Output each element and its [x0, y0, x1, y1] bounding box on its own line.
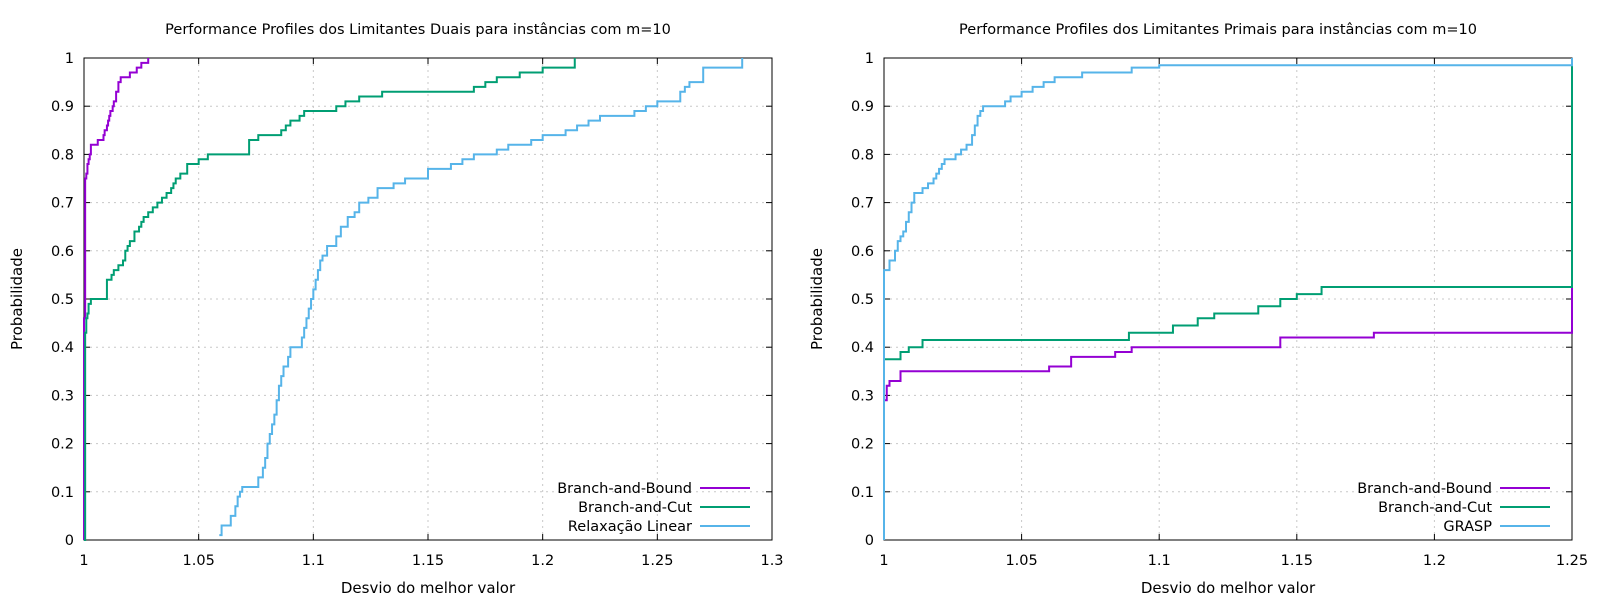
x-tick-label: 1.2 [1423, 553, 1446, 569]
legend-label: Branch-and-Cut [1378, 500, 1492, 516]
series-line [219, 58, 744, 537]
y-tick-label: 0.4 [51, 340, 74, 356]
series-line [883, 58, 1573, 540]
x-tick-label: 1.2 [531, 553, 554, 569]
series-line [883, 58, 1573, 540]
y-tick-label: 0.3 [851, 388, 874, 404]
y-tick-label: 0.3 [51, 388, 74, 404]
y-tick-label: 0.2 [851, 437, 874, 453]
y-tick-label: 0 [65, 533, 74, 549]
x-tick-label: 1.15 [1281, 553, 1313, 569]
y-tick-label: 0.5 [51, 292, 74, 308]
y-axis-label: Probabilidade [8, 248, 26, 350]
y-tick-label: 0 [865, 533, 874, 549]
y-tick-label: 0.9 [851, 99, 874, 115]
y-tick-label: 0.9 [51, 99, 74, 115]
y-tick-label: 0.7 [51, 196, 74, 212]
chart-right: Performance Profiles dos Limitantes Prim… [808, 22, 1588, 597]
x-tick-label: 1 [879, 553, 888, 569]
chart-left: Performance Profiles dos Limitantes Duai… [8, 22, 784, 597]
y-axis-label: Probabilidade [808, 248, 826, 350]
y-tick-label: 0.8 [51, 147, 74, 163]
x-axis-label: Desvio do melhor valor [1141, 579, 1316, 597]
x-tick-label: 1.25 [641, 553, 673, 569]
y-tick-label: 0.7 [851, 196, 874, 212]
y-tick-label: 0.2 [51, 437, 74, 453]
x-tick-label: 1.05 [183, 553, 215, 569]
y-tick-label: 0.6 [851, 244, 874, 260]
x-tick-label: 1.25 [1556, 553, 1588, 569]
y-tick-label: 0.5 [851, 292, 874, 308]
legend-label: Relaxação Linear [568, 519, 692, 535]
series-line [83, 58, 150, 540]
chart-title: Performance Profiles dos Limitantes Duai… [165, 22, 671, 38]
x-tick-label: 1.3 [760, 553, 783, 569]
x-tick-label: 1 [79, 553, 88, 569]
x-tick-label: 1.1 [302, 553, 325, 569]
x-axis-label: Desvio do melhor valor [341, 579, 516, 597]
y-tick-label: 0.6 [51, 244, 74, 260]
y-tick-label: 0.1 [51, 485, 74, 501]
x-tick-label: 1.15 [412, 553, 444, 569]
legend-label: GRASP [1443, 519, 1492, 535]
x-tick-label: 1.1 [1148, 553, 1171, 569]
y-tick-label: 0.4 [851, 340, 874, 356]
legend-label: Branch-and-Bound [557, 481, 692, 497]
y-tick-label: 0.8 [851, 147, 874, 163]
chart-title: Performance Profiles dos Limitantes Prim… [959, 22, 1477, 38]
y-tick-label: 1 [65, 51, 74, 67]
legend-label: Branch-and-Bound [1357, 481, 1492, 497]
y-tick-label: 1 [865, 51, 874, 67]
series-line [84, 58, 576, 541]
legend-label: Branch-and-Cut [578, 500, 692, 516]
x-tick-label: 1.05 [1005, 553, 1037, 569]
series-line [883, 58, 1573, 540]
y-tick-label: 0.1 [851, 485, 874, 501]
